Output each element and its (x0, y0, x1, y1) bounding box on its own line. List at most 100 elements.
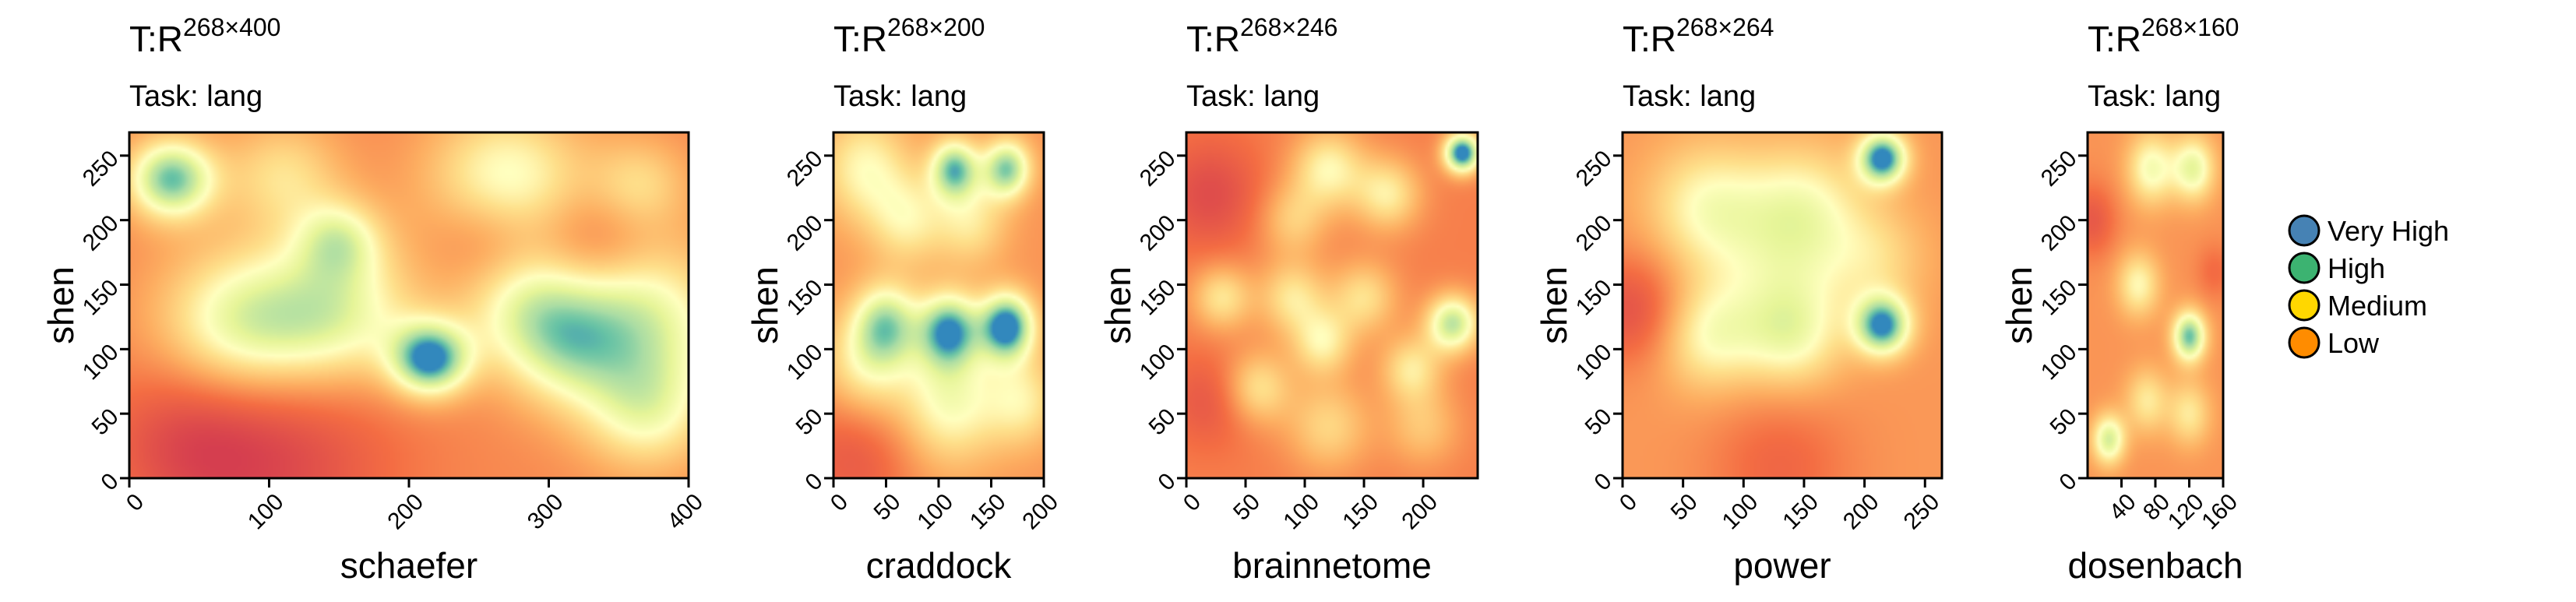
panel-subtitle: Task: lang (833, 80, 967, 113)
y-tick-label: 200 (782, 210, 828, 256)
y-tick-label: 50 (87, 403, 124, 440)
plot-frame (1621, 131, 1943, 480)
chart-panel-4: 0 50 100 150 200 250 0 50 100 150 200 250 power shen T… (1534, 13, 1944, 586)
x-axis-label: dosenbach (2067, 545, 2243, 586)
panel-title-main: T:R (1186, 19, 1240, 59)
x-tick-label: 0 (1179, 489, 1206, 516)
heatmap-cells (1186, 132, 1478, 478)
x-tick-label: 50 (1228, 489, 1265, 526)
heatmap-cells (2088, 132, 2223, 478)
y-tick-label: 100 (782, 340, 828, 385)
y-tick-label: 50 (1580, 403, 1617, 440)
legend-label: Medium (2328, 290, 2427, 322)
x-tick-label: 150 (965, 489, 1011, 535)
x-tick-label: 100 (1718, 489, 1764, 535)
y-tick-label: 250 (1135, 146, 1181, 192)
plot-frame (1185, 131, 1479, 480)
x-tick-label: 160 (2197, 489, 2243, 535)
y-tick-label: 50 (2046, 403, 2082, 440)
x-tick-label: 200 (382, 489, 428, 535)
y-axis-label: shen (41, 266, 81, 344)
x-tick-label: 250 (1899, 489, 1945, 535)
y-tick-label: 50 (1144, 403, 1181, 440)
panel-subtitle: Task: lang (1186, 80, 1320, 113)
y-tick-label: 150 (78, 275, 124, 321)
y-tick-label: 200 (78, 210, 124, 256)
heatmap-cells (1623, 132, 1942, 478)
legend-swatch (2288, 214, 2321, 247)
panel-title-main: T:R (1623, 19, 1676, 59)
y-axis-label: shen (1999, 266, 2039, 344)
y-tick-label: 0 (96, 468, 123, 495)
x-tick-label: 100 (1278, 489, 1324, 535)
x-tick-label: 0 (826, 489, 853, 516)
x-tick-label: 50 (1666, 489, 1703, 526)
chart-panel-3: 0 50 100 150 200 250 0 50 100 150 200 brainnetome sh… (1098, 13, 1479, 586)
y-axis-label: shen (1534, 266, 1574, 344)
y-tick-label: 150 (1571, 275, 1617, 321)
legend-swatch (2288, 326, 2321, 359)
y-axis-label: shen (1098, 266, 1138, 344)
heatmap-cells (129, 132, 689, 478)
panel-title: T:R268×264 (1623, 13, 1774, 59)
legend-swatch (2288, 252, 2321, 284)
x-axis-label: power (1733, 545, 1831, 586)
y-tick-label: 100 (1135, 340, 1181, 385)
legend-label: Low (2328, 327, 2380, 359)
x-tick-label: 200 (1017, 489, 1063, 535)
legend-swatch (2288, 289, 2321, 322)
panel-title: T:R268×160 (2088, 13, 2239, 59)
panel-title-main: T:R (129, 19, 183, 59)
y-tick-label: 0 (1153, 468, 1180, 495)
y-tick-label: 0 (800, 468, 827, 495)
panel-subtitle: Task: lang (129, 80, 263, 113)
panel-title-superscript: 268×200 (887, 13, 985, 41)
x-tick-label: 200 (1838, 489, 1884, 535)
panel-title-superscript: 268×264 (1676, 13, 1774, 41)
x-tick-label: 400 (662, 489, 708, 535)
panel-title-superscript: 268×160 (2141, 13, 2239, 41)
panel-title-superscript: 268×400 (183, 13, 280, 41)
y-tick-label: 100 (78, 340, 124, 385)
x-tick-label: 0 (1615, 489, 1642, 516)
panel-title-main: T:R (833, 19, 887, 59)
y-tick-label: 100 (2036, 340, 2082, 385)
x-tick-label: 150 (1337, 489, 1383, 535)
panel-title-superscript: 268×246 (1240, 13, 1337, 41)
y-tick-label: 150 (782, 275, 828, 321)
panel-subtitle: Task: lang (1623, 80, 1756, 113)
x-tick-label: 150 (1778, 489, 1824, 535)
panel-subtitle: Task: lang (2088, 80, 2221, 113)
chart-panel-5: 0501001502002504080120160dosenbachshenT:… (1999, 13, 2243, 586)
x-tick-label: 40 (2105, 489, 2141, 526)
chart-panel-1: 0 50 100 150 200 250 0 100 200 300 400 schaefer shen… (41, 13, 708, 586)
y-tick-label: 200 (1571, 210, 1617, 256)
y-tick-label: 50 (791, 403, 828, 440)
x-tick-label: 50 (869, 489, 906, 526)
heatmap-cells (833, 132, 1044, 478)
panel-title: T:R268×246 (1186, 13, 1337, 59)
y-tick-label: 200 (1135, 210, 1181, 256)
x-tick-label: 100 (912, 489, 958, 535)
x-axis-label: schaefer (340, 545, 477, 586)
y-tick-label: 0 (2054, 468, 2081, 495)
x-tick-label: 100 (243, 489, 289, 535)
y-axis-label: shen (745, 266, 785, 344)
y-tick-label: 250 (2036, 146, 2082, 192)
x-tick-label: 0 (122, 489, 149, 516)
x-axis-label: craddock (866, 545, 1013, 586)
y-tick-label: 250 (782, 146, 828, 192)
panel-title-main: T:R (2088, 19, 2141, 59)
panel-title: T:R268×200 (833, 13, 985, 59)
legend-label: High (2328, 252, 2385, 284)
x-tick-label: 300 (523, 489, 569, 535)
y-tick-label: 150 (2036, 275, 2082, 321)
y-tick-label: 150 (1135, 275, 1181, 321)
y-tick-label: 250 (1571, 146, 1617, 192)
panel-title: T:R268×400 (129, 13, 280, 59)
y-tick-label: 250 (78, 146, 124, 192)
chart-legend: Very High High Medium Low (2288, 214, 2449, 359)
x-tick-label: 200 (1397, 489, 1443, 535)
